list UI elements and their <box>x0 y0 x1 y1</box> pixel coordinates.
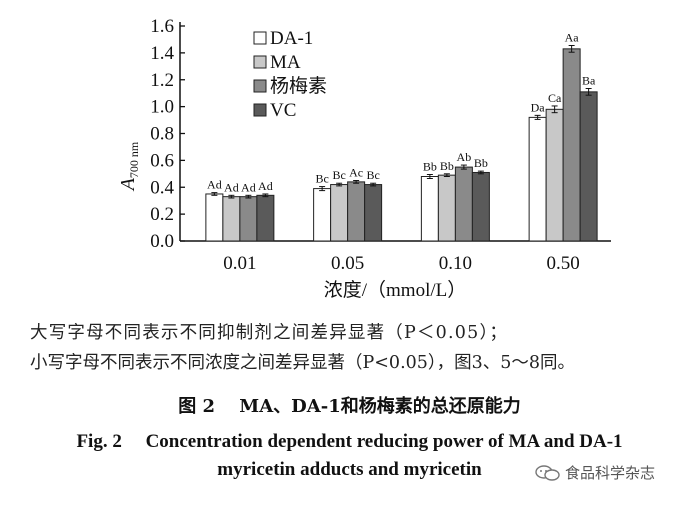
bar <box>313 188 332 242</box>
watermark: 食品科学杂志 <box>535 462 655 483</box>
significance-label: Aa <box>565 30 580 44</box>
significance-label: Ad <box>258 179 273 193</box>
bar-chart: 0.0 0.2 0.4 0.6 0.8 1.0 1.2 1.4 1.6 0.01 0.05 0.10… <box>117 16 611 301</box>
x-tick-label: 0.05 <box>331 253 364 274</box>
significance-label: Bc <box>315 172 328 186</box>
bar <box>420 176 439 242</box>
figure-caption-en-line1: Fig. 2 Concentration dependent reducing … <box>76 431 623 452</box>
significance-label: Bb <box>440 159 454 173</box>
x-axis-label: 浓度/（mmol/L） <box>324 279 467 301</box>
bar <box>347 181 366 242</box>
bar <box>256 194 275 242</box>
bar <box>239 196 258 242</box>
figure-caption-cn: 图 2 MA、DA-1和杨梅素的总还原能力 <box>178 396 521 417</box>
legend-swatch <box>253 79 267 93</box>
significance-note-lowercase: 小写字母不同表示不同浓度之间差异显著（P<0.05），图3、5～8同。 <box>30 353 576 373</box>
wechat-icon <box>535 465 560 481</box>
bar <box>364 184 383 242</box>
x-tick-label: 0.01 <box>223 253 256 274</box>
legend-label: 杨梅素 <box>270 75 327 97</box>
watermark-text: 食品科学杂志 <box>565 464 656 482</box>
significance-label: Bb <box>423 159 437 173</box>
bar <box>528 116 547 242</box>
y-tick-label: 1.0 <box>150 97 174 118</box>
bar <box>545 108 564 242</box>
y-tick-label: 1.6 <box>150 16 174 37</box>
bar <box>222 196 241 242</box>
y-axis-label: A700 nm <box>117 141 141 192</box>
y-tick-label: 0.6 <box>150 150 174 171</box>
significance-label: Ab <box>457 150 472 164</box>
bar <box>205 193 224 242</box>
significance-label: Bc <box>332 168 345 182</box>
y-axis-label-sub: 700 nm <box>127 141 141 178</box>
x-tick-label: 0.10 <box>439 253 472 274</box>
significance-label: Ca <box>548 91 562 105</box>
significance-label: Bc <box>366 168 379 182</box>
significance-label: Ad <box>241 180 256 194</box>
legend-label: DA-1 <box>270 28 313 49</box>
figure-caption-en-line2: myricetin adducts and myricetin <box>217 459 482 480</box>
y-tick-label: 1.4 <box>150 43 174 64</box>
bar <box>579 91 598 242</box>
legend-label: MA <box>270 52 301 73</box>
significance-label: Da <box>531 100 546 114</box>
significance-label: Ba <box>582 73 596 87</box>
bar <box>437 174 456 242</box>
bar <box>454 166 473 242</box>
significance-label: Ac <box>349 166 363 180</box>
y-tick-label: 0.8 <box>150 124 174 145</box>
significance-note-uppercase: 大写字母不同表示不同抑制剂之间差异显著（P＜0.05）； <box>30 323 509 343</box>
bar <box>330 184 349 242</box>
y-axis-label-main: A <box>117 177 139 192</box>
y-tick-label: 0.2 <box>150 204 174 225</box>
legend-swatch <box>253 55 267 69</box>
x-ticks: 0.01 0.05 0.10 0.50 <box>223 253 580 274</box>
bar <box>471 171 490 242</box>
significance-label: Ad <box>224 180 239 194</box>
x-tick-label: 0.50 <box>547 253 580 274</box>
significance-label: Bb <box>474 156 488 170</box>
legend-label: VC <box>270 100 296 121</box>
legend-swatch <box>253 103 267 117</box>
bar <box>562 48 581 242</box>
significance-label: Ad <box>207 178 222 192</box>
y-tick-label: 0.4 <box>150 177 174 198</box>
y-tick-label: 0.0 <box>150 231 174 252</box>
y-ticks: 0.0 0.2 0.4 0.6 0.8 1.0 1.2 1.4 1.6 <box>150 16 185 252</box>
y-tick-label: 1.2 <box>150 70 174 91</box>
legend-swatch <box>253 31 267 45</box>
